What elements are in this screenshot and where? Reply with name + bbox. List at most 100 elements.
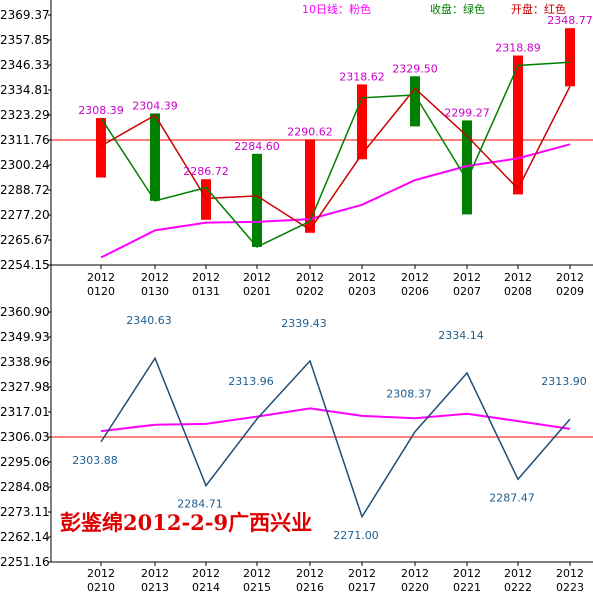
x-tick-year: 2012 [192,567,220,580]
y-tick-label: 2273.11 [0,505,50,519]
close-price-line [100,61,571,248]
legend-close: 收盘：绿色 [430,2,485,16]
y-tick-label: 2323.29 [0,108,50,122]
legend-ma: 10日线：粉色 [302,2,371,16]
open-price-line [100,85,571,231]
y-tick-label: 2346.33 [0,58,50,72]
x-tick-date: 0215 [243,581,271,593]
x-tick-date: 0214 [192,581,220,593]
candle-0206 [410,76,420,127]
y-tick-label: 2262.14 [0,530,50,544]
point-value-label: 2287.47 [489,491,535,504]
y-tick-label: 2265.67 [0,233,50,247]
point-value-label: 2334.14 [438,329,484,342]
candle-value-label: 2318.62 [339,70,385,83]
x-tick-date: 0202 [296,285,324,298]
x-tick-year: 2012 [87,271,115,284]
x-tick-date: 0201 [243,285,271,298]
x-tick-date: 0221 [453,581,481,593]
x-tick-date: 0210 [87,581,115,593]
candle-value-label: 2329.50 [392,62,438,75]
candle-0201 [252,153,262,247]
y-tick-label: 2284.08 [0,480,50,494]
x-tick-year: 2012 [141,271,169,284]
x-tick-date: 0213 [141,581,169,593]
y-tick-label: 2295.06 [0,455,50,469]
y-tick-label: 2254.15 [0,258,50,272]
x-tick-year: 2012 [453,567,481,580]
candle-value-label: 2290.62 [287,125,333,138]
y-tick-label: 2288.72 [0,183,50,197]
y-tick-label: 2251.16 [0,555,50,569]
x-tick-date: 0216 [296,581,324,593]
y-tick-label: 2349.93 [0,330,50,344]
x-tick-date: 0130 [141,285,169,298]
y-tick-label: 2306.03 [0,430,50,444]
candle-value-label: 2318.89 [495,42,541,55]
y-tick-label: 2338.96 [0,355,50,369]
candle-value-label: 2308.39 [78,104,124,117]
y-tick-label: 2334.81 [0,83,50,97]
candle-value-label: 2284.60 [234,140,280,153]
x-tick-year: 2012 [243,271,271,284]
point-value-label: 2340.63 [126,314,172,327]
x-tick-year: 2012 [348,567,376,580]
x-tick-date: 0209 [556,285,584,298]
x-tick-date: 0222 [504,581,532,593]
x-tick-year: 2012 [504,567,532,580]
point-value-label: 2308.37 [386,388,432,401]
x-tick-year: 2012 [401,567,429,580]
point-value-label: 2284.71 [177,498,223,511]
x-tick-year: 2012 [192,271,220,284]
x-tick-year: 2012 [296,567,324,580]
x-tick-date: 0203 [348,285,376,298]
x-tick-year: 2012 [296,271,324,284]
point-value-label: 2313.90 [541,375,587,388]
y-tick-label: 2317.01 [0,405,50,419]
x-tick-year: 2012 [348,271,376,284]
x-tick-year: 2012 [556,567,584,580]
candle-0202 [305,139,315,233]
x-tick-year: 2012 [243,567,271,580]
candle-0208 [513,55,523,195]
y-tick-label: 2300.24 [0,158,50,172]
x-tick-date: 0131 [192,285,220,298]
y-tick-label: 2369.37 [0,8,50,22]
x-tick-year: 2012 [556,271,584,284]
candle-0130 [150,113,160,201]
x-tick-year: 2012 [453,271,481,284]
value-line-bottom [100,356,571,519]
legend-open: 开盘：红色 [511,2,566,16]
x-tick-year: 2012 [504,271,532,284]
y-tick-label: 2277.20 [0,208,50,222]
x-tick-date: 0223 [556,581,584,593]
y-tick-label: 2357.85 [0,33,50,47]
candle-value-label: 2348.77 [547,14,593,27]
y-tick-label: 2311.76 [0,133,50,147]
candle-0131 [201,179,211,220]
candle-0207 [462,120,472,215]
y-tick-label: 2360.90 [0,305,50,319]
x-tick-date: 0207 [453,285,481,298]
x-tick-year: 2012 [141,567,169,580]
point-value-label: 2339.43 [281,317,327,330]
candle-value-label: 2304.39 [132,99,178,112]
x-tick-year: 2012 [401,271,429,284]
x-tick-date: 0220 [401,581,429,593]
candle-value-label: 2286.72 [183,165,229,178]
ma-line-bottom [100,407,571,433]
candle-0120 [96,118,106,178]
x-tick-date: 0208 [504,285,532,298]
author-watermark: 彭鉴绵2012-2-9广西兴业 [60,510,312,535]
candle-0203 [357,84,367,160]
x-tick-date: 0217 [348,581,376,593]
point-value-label: 2313.96 [228,375,274,388]
x-tick-date: 0120 [87,285,115,298]
x-tick-year: 2012 [87,567,115,580]
x-tick-date: 0206 [401,285,429,298]
y-tick-label: 2327.98 [0,380,50,394]
candle-value-label: 2299.27 [444,106,490,119]
point-value-label: 2303.88 [72,454,118,467]
